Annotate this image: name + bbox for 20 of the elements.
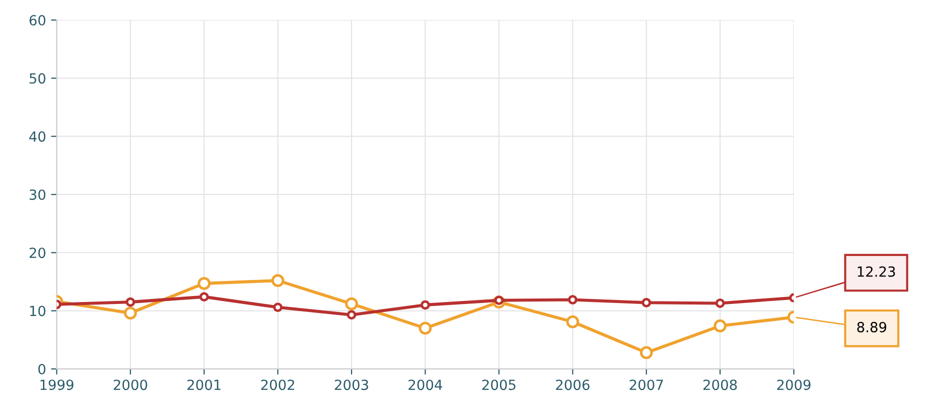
y-tick-label: 30 — [30, 189, 46, 200]
x-tick-label: 2003 — [334, 380, 368, 390]
x-tick-label: 2009 — [777, 380, 810, 390]
y-tick-label: 10 — [30, 306, 46, 316]
x-tick-label: 2006 — [556, 380, 590, 390]
y-tick-label: 20 — [30, 248, 46, 258]
x-tick-label: 2004 — [408, 380, 442, 390]
y-tick-label: 60 — [30, 15, 46, 26]
x-tick-label: 2002 — [261, 380, 294, 390]
y-tick-label: 50 — [30, 73, 46, 84]
x-tick-label: 2000 — [114, 380, 148, 390]
annotation: 12.23 — [858, 266, 895, 277]
x-tick-label: 2001 — [187, 380, 221, 390]
x-tick-label: 2008 — [703, 380, 737, 390]
y-tick-label: 0 — [38, 364, 46, 374]
x-tick-label: 2005 — [482, 380, 516, 390]
x-tick-label: 1999 — [40, 380, 74, 390]
x-tick-label: 2007 — [630, 380, 663, 390]
y-tick-label: 40 — [29, 131, 46, 142]
annotation: 8.89 — [857, 322, 886, 332]
